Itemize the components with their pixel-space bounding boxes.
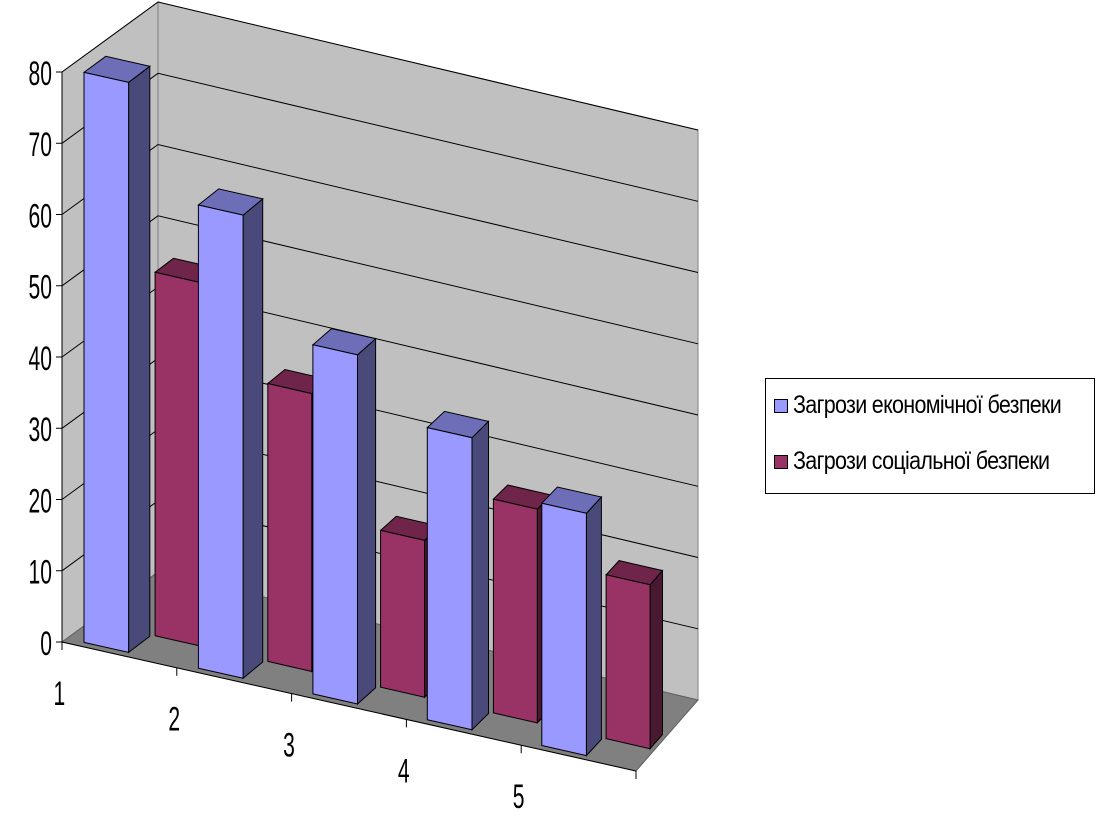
legend-swatch-social [774,454,788,469]
y-tick-label: 60 [29,196,52,234]
legend-label-economic: Загрози економічної безпеки [793,391,1062,419]
y-tick-label: 0 [40,624,52,662]
x-tick-label-4: 4 [398,751,410,789]
x-tick-label-2: 2 [168,699,180,737]
y-tick-label: 10 [29,552,52,590]
bar-economic-5 [541,502,587,757]
bar-social-2 [267,382,313,673]
bar-social-3 [380,529,426,698]
legend-swatch-economic [774,398,788,413]
y-tick-label: 20 [29,481,52,519]
bar-social-1 [154,271,200,647]
gridline [61,1,699,131]
x-tick-label-1: 1 [54,674,66,712]
bar-side-economic-1 [128,65,151,654]
y-tick-label: 30 [29,410,52,448]
x-tick-label-5: 5 [513,777,525,815]
bar-side-economic-2 [242,197,264,680]
bar-side-economic-3 [357,337,377,706]
legend-item-social: Загрози соціальної безпеки [774,447,1091,476]
bar-side-social-5 [649,569,663,751]
x-tick-label-3: 3 [283,725,295,763]
bar-side-economic-5 [585,495,602,757]
legend-label-social: Загрози соціальної безпеки [793,447,1050,475]
bar-social-4 [492,498,538,724]
bar-side-economic-4 [471,420,489,731]
x-axis-line [61,641,637,772]
legend: Загрози економічної безпеки Загрози соці… [765,378,1095,494]
legend-item-economic: Загрози економічної безпеки [774,391,1105,420]
y-tick-label: 80 [29,54,52,92]
bar-social-5 [605,574,651,750]
y-tick-label: 70 [29,125,52,163]
bar-economic-2 [197,204,244,679]
y-tick-label: 50 [29,267,52,305]
bar-economic-3 [312,344,358,705]
bar-economic-4 [426,426,473,731]
y-tick-label: 40 [29,339,52,377]
bar-economic-1 [83,71,130,654]
